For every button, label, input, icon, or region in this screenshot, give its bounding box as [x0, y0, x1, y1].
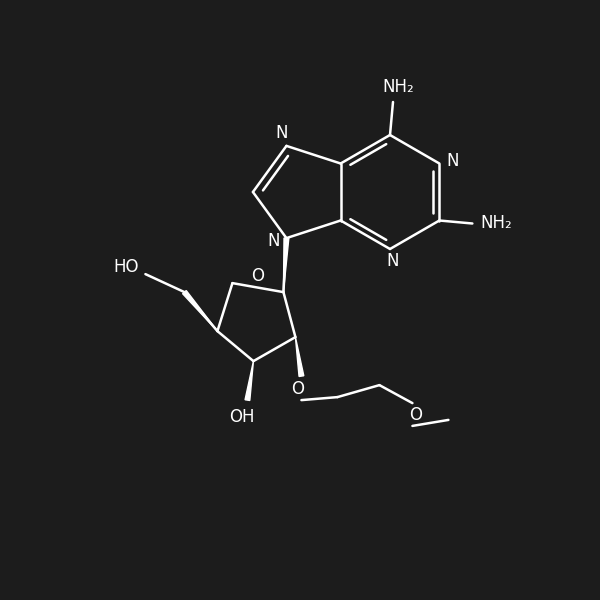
Text: N: N: [446, 152, 459, 170]
Polygon shape: [283, 238, 289, 292]
Text: O: O: [251, 266, 265, 284]
Text: O: O: [409, 406, 422, 424]
Text: N: N: [275, 124, 288, 142]
Text: HO: HO: [113, 258, 139, 276]
Text: N: N: [387, 252, 399, 270]
Polygon shape: [245, 361, 253, 400]
Text: N: N: [267, 232, 280, 250]
Text: NH₂: NH₂: [382, 78, 413, 96]
Polygon shape: [295, 337, 304, 376]
Text: O: O: [292, 380, 304, 398]
Text: NH₂: NH₂: [481, 214, 512, 232]
Polygon shape: [182, 290, 217, 331]
Text: OH: OH: [229, 408, 254, 426]
